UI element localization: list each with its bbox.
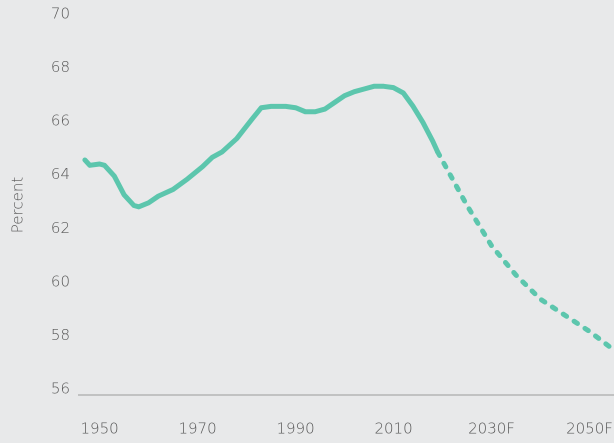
- y-tick-label: 58: [51, 326, 70, 344]
- y-tick-label: 66: [51, 112, 70, 130]
- x-tick-label: 2030F: [468, 420, 515, 438]
- line: [82, 83, 441, 210]
- x-tick-label: 1950: [81, 420, 119, 438]
- y-tick-label: 68: [51, 58, 70, 76]
- x-tick-label: 1990: [276, 420, 314, 438]
- x-tick-label: 1970: [178, 420, 216, 438]
- y-axis-label: Percent: [9, 177, 27, 234]
- y-tick-label: 60: [51, 272, 70, 290]
- y-tick-label: 64: [51, 165, 70, 183]
- y-tick-label: 56: [51, 380, 70, 398]
- y-tick-label: 70: [51, 5, 70, 23]
- forecast-line: [435, 149, 614, 353]
- x-tick-label: 2010: [374, 420, 412, 438]
- y-tick-label: 62: [51, 219, 70, 237]
- x-tick-label: 2050F: [566, 420, 613, 438]
